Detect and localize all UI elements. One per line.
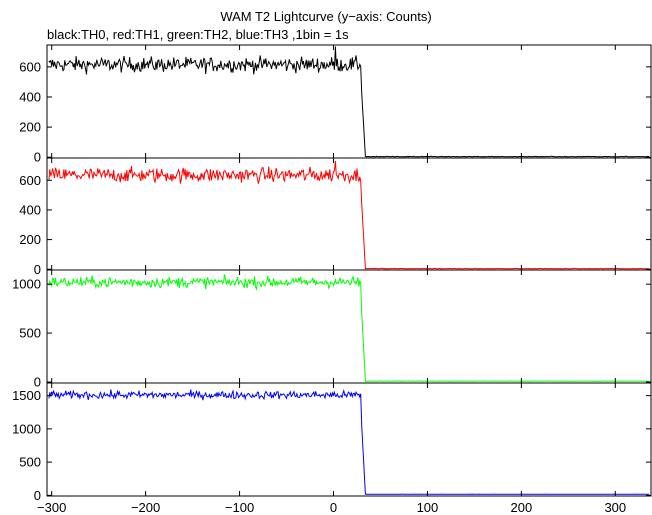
x-tick-label: −300 xyxy=(37,500,66,515)
y-tick-label: 500 xyxy=(19,455,41,470)
chart-subtitle: black:TH0, red:TH1, green:TH2, blue:TH3 … xyxy=(47,27,349,42)
x-tick-label: 300 xyxy=(604,500,626,515)
y-tick-label: 0 xyxy=(34,262,41,277)
y-tick-label: 0 xyxy=(34,375,41,390)
y-tick-label: 0 xyxy=(34,488,41,503)
x-tick-label: −100 xyxy=(225,500,254,515)
series-line-th1 xyxy=(48,160,650,270)
y-tick-label: 500 xyxy=(19,326,41,341)
y-tick-label: 200 xyxy=(19,120,41,135)
x-tick-label: −200 xyxy=(131,500,160,515)
x-tick-label: 200 xyxy=(511,500,533,515)
series-line-th3 xyxy=(48,388,650,495)
y-tick-label: 1000 xyxy=(12,421,41,436)
panel-frame-th2 xyxy=(46,269,652,384)
series-line-th0 xyxy=(48,46,650,158)
y-tick-label: 1000 xyxy=(12,277,41,292)
series-line-th2 xyxy=(48,274,650,382)
y-tick-label: 400 xyxy=(19,89,41,104)
panel-frame-th1 xyxy=(46,157,652,271)
y-tick-label: 400 xyxy=(19,202,41,217)
panel-frame-th3 xyxy=(46,382,652,497)
chart-title: WAM T2 Lightcurve (y−axis: Counts) xyxy=(220,9,432,24)
y-tick-label: 600 xyxy=(19,173,41,188)
panel-frame-th0 xyxy=(46,44,652,159)
x-tick-label: 100 xyxy=(417,500,439,515)
y-tick-label: 1500 xyxy=(12,388,41,403)
y-tick-label: 600 xyxy=(19,59,41,74)
y-tick-label: 0 xyxy=(34,150,41,165)
x-tick-label: 0 xyxy=(330,500,337,515)
y-tick-label: 200 xyxy=(19,232,41,247)
